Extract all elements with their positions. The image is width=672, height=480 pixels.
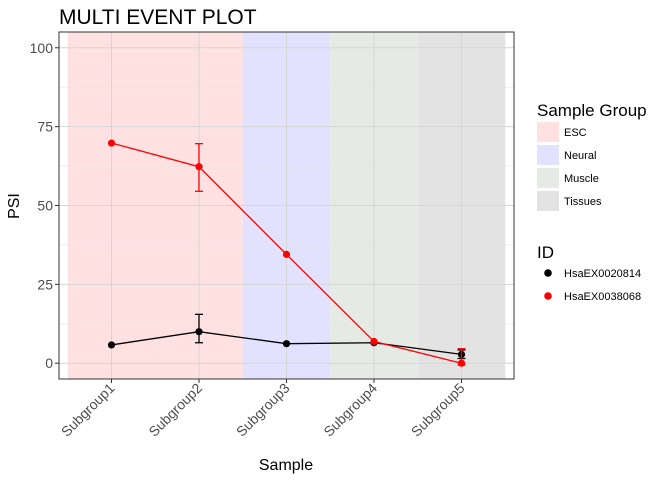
data-series bbox=[107, 139, 466, 367]
data-point bbox=[282, 340, 291, 348]
id-legend-title: ID bbox=[537, 243, 554, 262]
sample-group-legend: Sample Group ESC Neural Muscle Tissues bbox=[537, 101, 647, 211]
x-tick-label: Subgroup3 bbox=[233, 380, 293, 440]
series-HsaEX0038068 bbox=[107, 139, 466, 367]
legend-swatch-neural bbox=[537, 145, 559, 165]
x-tick-label: Subgroup5 bbox=[408, 380, 468, 440]
y-axis-title: PSI bbox=[6, 193, 23, 219]
legend-swatch-esc bbox=[537, 122, 559, 142]
legend-swatch-tissues bbox=[537, 191, 559, 211]
legend-label-muscle: Muscle bbox=[564, 173, 599, 185]
y-tick-label: 100 bbox=[30, 40, 54, 56]
legend-label-hsaex0020814: HsaEX0020814 bbox=[564, 268, 641, 280]
y-tick-label: 0 bbox=[45, 355, 53, 371]
legend-marker-hsaex0020814 bbox=[544, 269, 552, 277]
x-tick-label: Subgroup2 bbox=[145, 380, 205, 440]
sample-group-legend-title: Sample Group bbox=[537, 101, 647, 120]
y-tick-label: 75 bbox=[37, 119, 53, 135]
y-tick-label: 50 bbox=[37, 198, 53, 214]
data-point bbox=[282, 250, 291, 258]
data-point bbox=[107, 341, 116, 349]
chart-title: MULTI EVENT PLOT bbox=[59, 6, 257, 29]
legend-marker-hsaex0038068 bbox=[544, 292, 552, 300]
legend-label-tissues: Tissues bbox=[564, 196, 602, 208]
data-point bbox=[195, 328, 203, 336]
legend-label-esc: ESC bbox=[564, 127, 587, 139]
x-axis-title: Sample bbox=[259, 457, 313, 474]
data-point bbox=[107, 139, 116, 147]
id-legend: ID HsaEX0020814 HsaEX0038068 bbox=[537, 243, 641, 303]
y-tick-label: 25 bbox=[37, 276, 53, 292]
data-point bbox=[370, 337, 378, 346]
legend-label-neural: Neural bbox=[564, 150, 596, 162]
x-tick-label: Subgroup4 bbox=[320, 380, 380, 440]
x-tick-label: Subgroup1 bbox=[58, 380, 118, 440]
legend-label-hsaex0038068: HsaEX0038068 bbox=[564, 291, 641, 303]
y-axis: 0 25 50 75 100 bbox=[30, 40, 59, 371]
data-point bbox=[195, 163, 203, 171]
data-point bbox=[457, 359, 466, 367]
legend-swatch-muscle bbox=[537, 168, 559, 188]
x-axis: Subgroup1 Subgroup2 Subgroup3 Subgroup4 Subg… bbox=[58, 379, 468, 440]
